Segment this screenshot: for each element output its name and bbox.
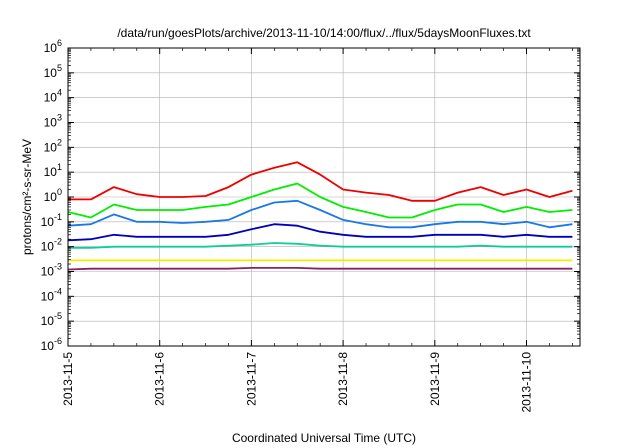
x-tick-label: 2013-11-9 — [428, 352, 442, 406]
y-tick-label: 102 — [44, 137, 62, 154]
y-tick-label: 10-3 — [41, 262, 62, 279]
series-line-4 — [67, 223, 573, 242]
series-group — [67, 161, 573, 271]
y-tick-label: 10-1 — [41, 212, 62, 229]
y-tick-label: 103 — [44, 113, 62, 130]
y-axis-label: protons/cm²-s-sr-MeV — [20, 139, 34, 255]
grid — [68, 48, 580, 346]
y-tick-label: 101 — [44, 162, 62, 179]
series-line-7 — [67, 266, 573, 271]
chart-title: /data/run/goesPlots/archive/2013-11-10/1… — [117, 26, 531, 40]
x-tick-label: 2013-11-5 — [61, 352, 75, 406]
x-tick-label: 2013-11-8 — [336, 352, 350, 406]
series-line-5 — [68, 242, 573, 249]
y-tick-label: 10-2 — [41, 237, 62, 254]
series-line-1 — [68, 161, 573, 202]
x-tick-label: 2013-11-7 — [244, 352, 258, 406]
series-line-2 — [67, 182, 573, 219]
y-tick-label: 100 — [44, 187, 62, 204]
y-tick-label: 10-6 — [41, 336, 62, 353]
y-tick-label: 106 — [44, 38, 62, 55]
y-tick-label: 104 — [44, 88, 62, 105]
x-tick-label: 2013-11-10 — [520, 352, 534, 413]
y-tick-label: 105 — [44, 63, 62, 80]
y-axis: 10-6 10-5 10-4 10-3 10-2 10-1 100 101 102 103 104 1… — [41, 38, 580, 353]
x-axis-label: Coordinated Universal Time (UTC) — [232, 431, 416, 445]
series-line-3 — [67, 199, 573, 229]
x-axis: 2013-11-5 2013-11-6 2013-11-7 2013-11-8 2013… — [61, 48, 573, 413]
x-tick-label: 2013-11-6 — [153, 352, 167, 406]
y-tick-label: 10-5 — [41, 311, 62, 328]
y-tick-label: 10-4 — [41, 286, 62, 303]
